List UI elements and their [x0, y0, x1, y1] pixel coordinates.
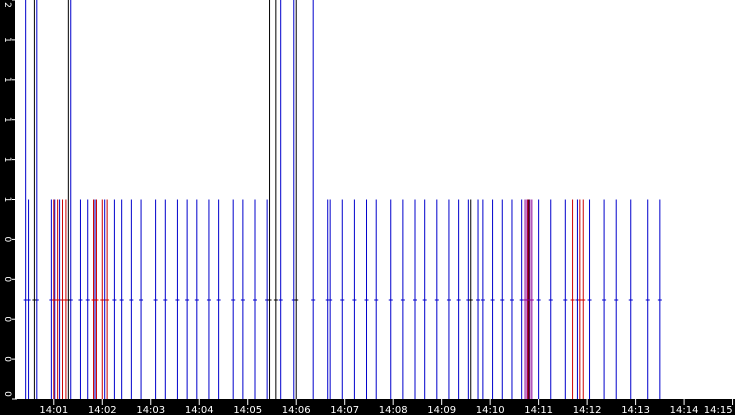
y-tick-label: 0 — [2, 237, 12, 243]
chart-marks — [23, 0, 662, 399]
x-tick-label: 14:03 — [136, 405, 165, 415]
x-tick-label: 14:08 — [379, 405, 408, 415]
x-tick-label: 14:09 — [427, 405, 456, 415]
y-tick-label: 1 — [2, 77, 12, 83]
x-axis-ticks: 14:01 14:02 14:03 14:04 14:05 14:06 14:07 14:08… — [39, 399, 734, 415]
x-tick-label: 14:05 — [233, 405, 262, 415]
x-tick-label: 14:01 — [39, 405, 68, 415]
x-tick-label: 14:13 — [621, 405, 650, 415]
y-tick-label: 0 — [2, 276, 12, 282]
y-tick-label: 1 — [2, 37, 12, 43]
x-tick-label: 14:11 — [524, 405, 553, 415]
y-axis-ticks: 2 1 1 1 1 1 0 0 0 0 0 — [2, 0, 17, 400]
y-tick-label: 1 — [2, 117, 12, 123]
x-tick-label: 14:14 — [670, 405, 699, 415]
x-tick-label: 14:15 — [704, 405, 733, 415]
y-tick-label: 2 — [2, 2, 12, 8]
y-tick-label: 0 — [2, 316, 12, 322]
y-tick-label: 0 — [2, 391, 12, 397]
x-tick-label: 14:12 — [573, 405, 602, 415]
y-tick-label: 1 — [2, 197, 12, 203]
x-tick-label: 14:06 — [282, 405, 311, 415]
x-tick-label: 14:04 — [185, 405, 214, 415]
x-tick-label: 14:02 — [88, 405, 117, 415]
y-axis-band — [0, 0, 15, 415]
x-tick-label: 14:10 — [476, 405, 505, 415]
x-axis-band — [0, 399, 735, 415]
x-tick-label: 14:07 — [330, 405, 359, 415]
y-tick-label: 0 — [2, 356, 12, 362]
y-tick-label: 1 — [2, 157, 12, 163]
